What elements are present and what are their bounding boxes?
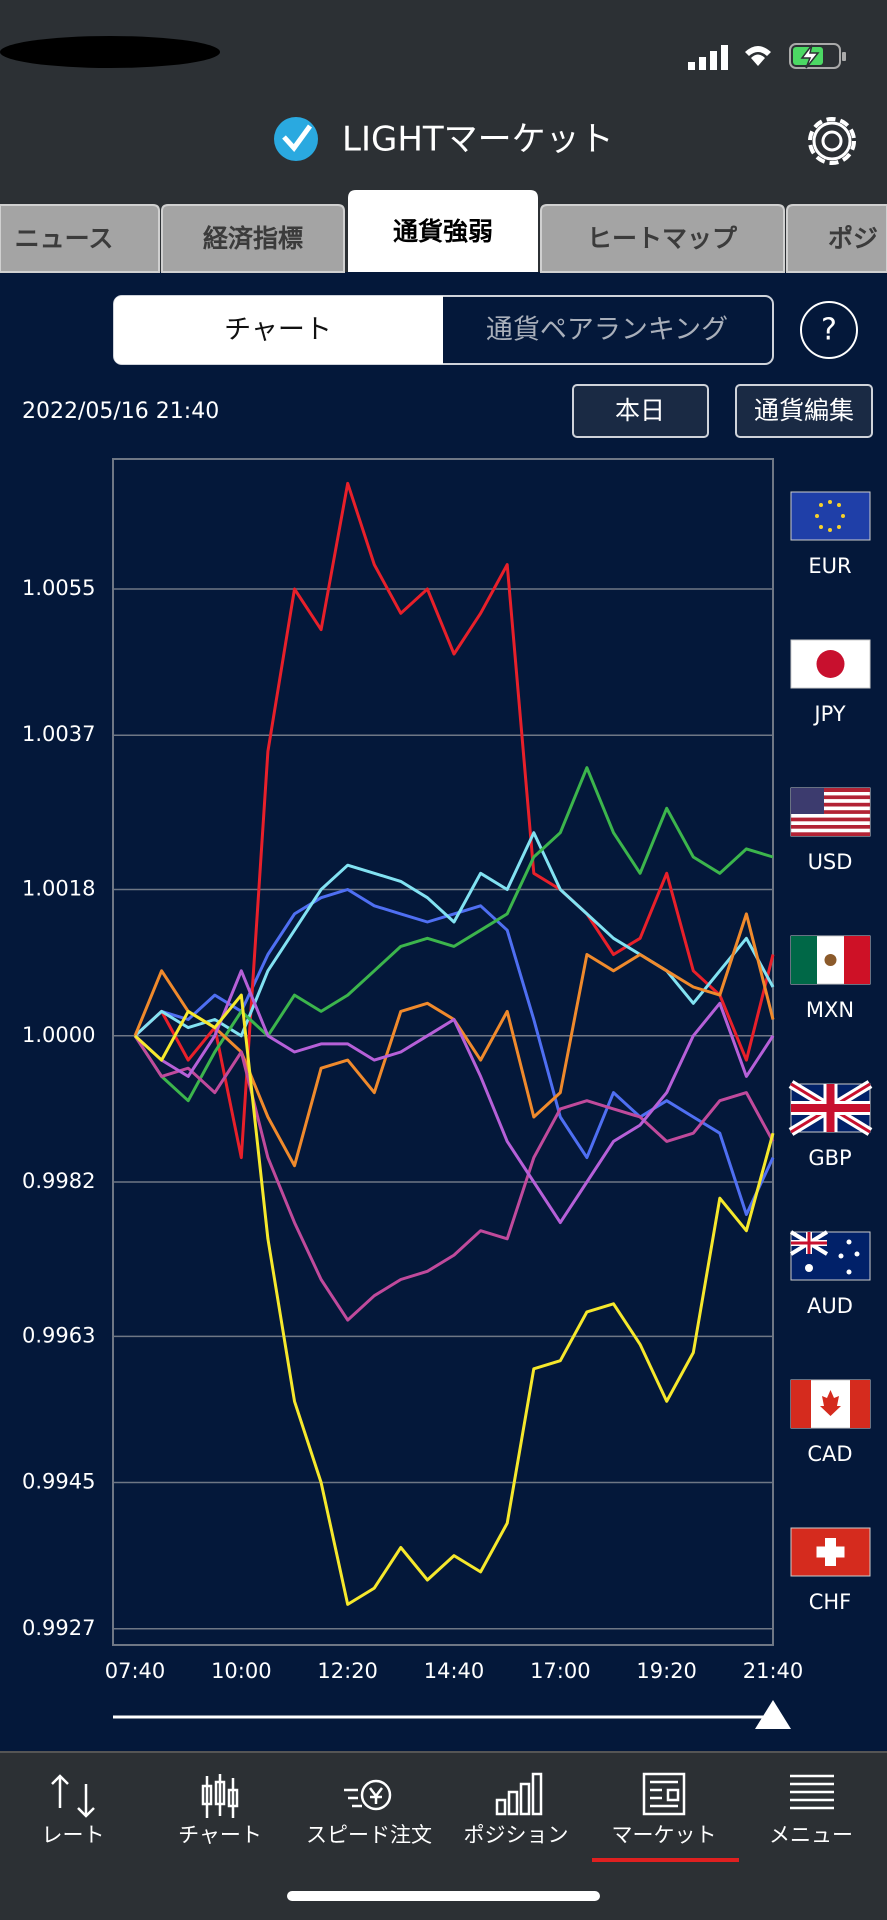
button-label: 通貨編集 — [754, 396, 854, 425]
nav-label: ポジション — [464, 1823, 569, 1847]
x-tick-label: 19:20 — [636, 1659, 697, 1683]
nav-item[interactable]: ポジション — [464, 1772, 569, 1847]
legend: EUR JPY USD MXN GBP AUD CAD CHF — [788, 491, 873, 1614]
tab[interactable] — [786, 204, 887, 273]
flag-gbp[interactable] — [788, 1080, 873, 1136]
flag-eur[interactable] — [790, 491, 871, 541]
series-line — [133, 766, 774, 1103]
app-logo — [274, 117, 318, 161]
tab-label: 通貨強弱 — [393, 217, 493, 246]
redaction — [0, 36, 220, 68]
timestamp: 2022/05/16 21:40 — [22, 399, 219, 424]
nav-label: マーケット — [612, 1823, 717, 1847]
y-tick-label: 0.9945 — [22, 1470, 95, 1494]
slider-handle[interactable] — [755, 1700, 791, 1729]
chart: 0.9927 0.9945 0.9963 0.9982 1.0000 1.0018 1.00… — [22, 481, 804, 1683]
legend-label: GBP — [808, 1146, 851, 1170]
y-tick-label: 0.9927 — [22, 1616, 95, 1640]
x-tick-label: 21:40 — [743, 1659, 804, 1683]
x-tick-label: 07:40 — [105, 1659, 166, 1683]
tab[interactable] — [0, 204, 160, 273]
legend-label: USD — [808, 850, 853, 874]
tab-label: ポジ — [828, 224, 878, 253]
x-tick-label: 17:00 — [530, 1659, 591, 1683]
help-label: ? — [821, 313, 837, 348]
legend-label: JPY — [812, 702, 845, 726]
flag-jpy[interactable] — [790, 639, 871, 689]
flag-aud[interactable] — [789, 1230, 871, 1281]
today-button[interactable] — [572, 384, 709, 438]
flag-usd[interactable] — [790, 787, 871, 837]
y-tick-label: 1.0037 — [22, 722, 95, 746]
tabs: ニュース 経済指標 通貨強弱 ヒートマップ ポジ — [0, 190, 887, 273]
y-tick-label: 0.9982 — [22, 1169, 95, 1193]
flag-cad[interactable] — [790, 1379, 871, 1429]
nav-label: メニュー — [769, 1823, 853, 1847]
nav-item[interactable]: スピード注文 — [306, 1779, 432, 1847]
segment-label: チャート — [224, 315, 332, 346]
legend-label: MXN — [806, 998, 854, 1022]
series-line — [133, 1034, 775, 1322]
nav-item[interactable]: チャート — [178, 1774, 262, 1847]
y-tick-label: 1.0000 — [22, 1023, 95, 1047]
header-title: LIGHTマーケット — [342, 120, 614, 160]
series-line — [133, 993, 775, 1606]
home-indicator — [287, 1891, 600, 1901]
edit-button[interactable] — [735, 384, 873, 438]
tab-label: 経済指標 — [203, 224, 303, 253]
nav-item[interactable]: メニュー — [769, 1774, 853, 1847]
tab[interactable] — [540, 204, 785, 273]
legend-label: CHF — [809, 1590, 852, 1614]
settings-button[interactable] — [808, 117, 856, 165]
x-tick-label: 12:20 — [317, 1659, 378, 1683]
y-tick-label: 1.0018 — [22, 877, 95, 901]
status-icons — [688, 43, 846, 70]
tab[interactable] — [161, 204, 345, 273]
segment-label: 通貨ペアランキング — [486, 315, 728, 346]
segment-active[interactable] — [114, 296, 443, 364]
tab-label: ヒートマップ — [587, 224, 738, 253]
flag-chf[interactable] — [790, 1527, 871, 1577]
plot-frame — [112, 458, 774, 1646]
nav-item[interactable]: レート — [42, 1774, 105, 1847]
app-logo-check — [282, 124, 313, 152]
nav-label: チャート — [178, 1823, 262, 1847]
nav-item[interactable]: マーケット — [612, 1772, 717, 1847]
x-tick-label: 14:40 — [424, 1659, 485, 1683]
y-tick-label: 1.0055 — [22, 576, 95, 600]
series-line — [133, 969, 775, 1225]
flag-mxn[interactable] — [790, 935, 871, 985]
button-label: 本日 — [615, 396, 665, 425]
x-tick-label: 10:00 — [211, 1659, 272, 1683]
tab-label: ニュース — [15, 224, 114, 253]
legend-label: CAD — [807, 1442, 852, 1466]
series-line — [133, 481, 775, 1160]
bottom-nav: レート チャート スピード注文 ポジション マーケット メニュー — [42, 1772, 853, 1862]
legend-label: AUD — [807, 1294, 853, 1318]
nav-label: スピード注文 — [306, 1823, 432, 1847]
help-button[interactable] — [800, 301, 858, 359]
legend-label: EUR — [808, 554, 851, 578]
nav-label: レート — [42, 1823, 105, 1847]
y-tick-label: 0.9963 — [22, 1323, 95, 1347]
tab-active[interactable] — [348, 190, 538, 272]
